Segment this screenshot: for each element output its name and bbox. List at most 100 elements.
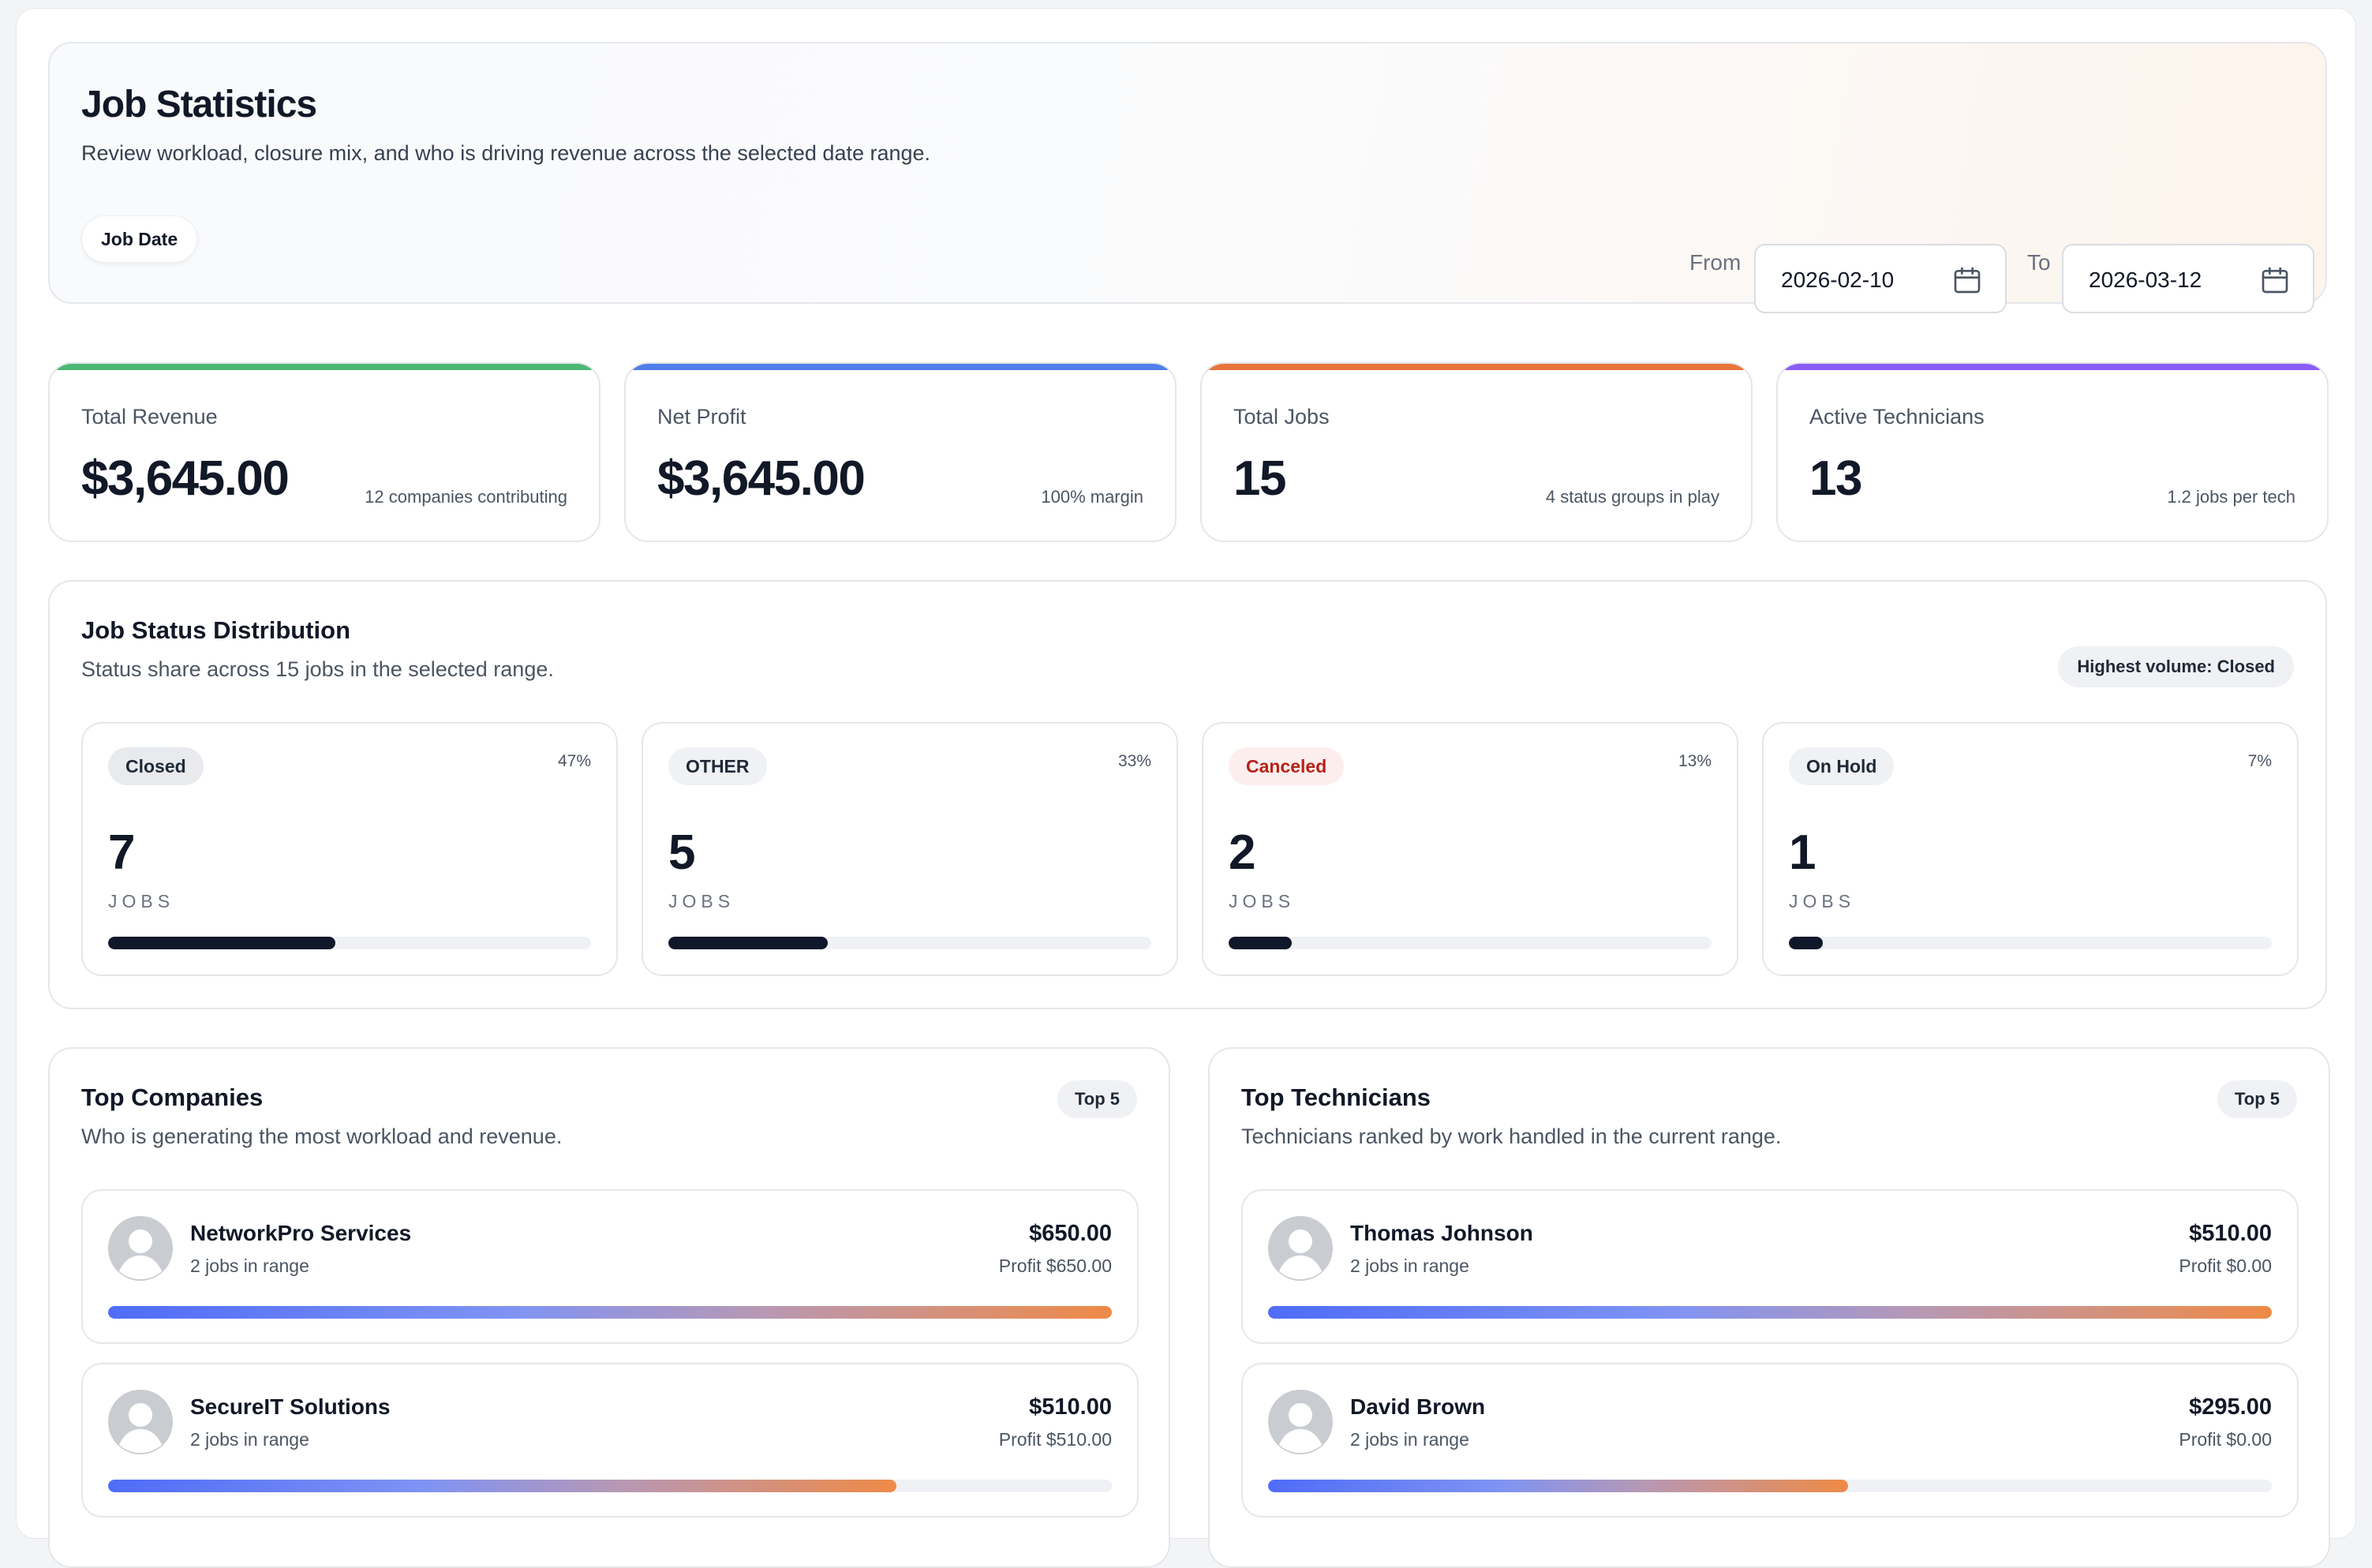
kpi-label: Total Jobs <box>1233 405 1330 428</box>
avatar-placeholder-icon <box>1268 1390 1333 1454</box>
to-date-input[interactable]: 2026-03-12 <box>2062 244 2314 313</box>
avatar-placeholder-icon <box>108 1216 173 1281</box>
jobs-label: JOBS <box>668 891 735 911</box>
kpi-card-active-technicians: Active Technicians 13 1.2 jobs per tech <box>1776 362 2329 542</box>
status-count: 1 <box>1789 825 1816 880</box>
technician-revenue: $295.00 <box>2189 1394 2272 1420</box>
status-tag: OTHER <box>668 747 767 785</box>
company-jobs: 2 jobs in range <box>190 1256 309 1276</box>
status-card-other: OTHER 33% 5 JOBS <box>642 722 1178 976</box>
company-profit: Profit $510.00 <box>998 1429 1112 1450</box>
status-progress-fill <box>668 937 828 949</box>
technician-name: Thomas Johnson <box>1350 1221 1533 1245</box>
company-row[interactable]: NetworkPro Services 2 jobs in range $650… <box>81 1189 1139 1344</box>
kpi-value: $3,645.00 <box>81 451 290 506</box>
status-tag: On Hold <box>1789 747 1895 785</box>
top-5-badge: Top 5 <box>2217 1080 2297 1118</box>
technician-profit: Profit $0.00 <box>2179 1429 2272 1450</box>
calendar-icon[interactable] <box>2259 264 2291 296</box>
status-count: 2 <box>1229 825 1256 880</box>
kpi-accent-bar <box>50 364 599 370</box>
status-progress-fill <box>1789 937 1823 949</box>
revenue-progress-fill <box>108 1306 1112 1319</box>
kpi-value: $3,645.00 <box>657 451 866 506</box>
kpi-accent-bar <box>626 364 1175 370</box>
status-percent: 13% <box>1678 752 1712 770</box>
kpi-card-total-revenue: Total Revenue $3,645.00 12 companies con… <box>48 362 600 542</box>
job-statistics-page: Job Statistics Review workload, closure … <box>16 8 2356 1568</box>
job-date-filter-button[interactable]: Job Date <box>81 215 198 263</box>
to-date-value: 2026-03-12 <box>2089 268 2202 292</box>
kpi-note: 12 companies contributing <box>365 487 567 507</box>
kpi-card-net-profit: Net Profit $3,645.00 100% margin <box>624 362 1177 542</box>
status-card-closed: Closed 47% 7 JOBS <box>81 722 618 976</box>
section-subtitle: Who is generating the most workload and … <box>81 1125 563 1148</box>
technician-row[interactable]: David Brown 2 jobs in range $295.00 Prof… <box>1241 1363 2299 1517</box>
status-progress-fill <box>108 937 335 949</box>
company-revenue: $510.00 <box>1029 1394 1112 1420</box>
kpi-accent-bar <box>1778 364 2327 370</box>
status-count: 7 <box>108 825 136 880</box>
avatar-placeholder-icon <box>1268 1216 1333 1281</box>
company-profit: Profit $650.00 <box>998 1256 1112 1276</box>
section-subtitle: Technicians ranked by work handled in th… <box>1241 1125 1782 1148</box>
kpi-note: 100% margin <box>1041 487 1143 507</box>
company-row[interactable]: SecureIT Solutions 2 jobs in range $510.… <box>81 1363 1139 1517</box>
avatar-placeholder-icon <box>108 1390 173 1454</box>
status-percent: 47% <box>557 752 591 770</box>
technician-row[interactable]: Thomas Johnson 2 jobs in range $510.00 P… <box>1241 1189 2299 1344</box>
kpi-note: 1.2 jobs per tech <box>2167 487 2295 507</box>
company-revenue: $650.00 <box>1029 1221 1112 1246</box>
job-status-distribution-panel: Job Status Distribution Status share acr… <box>48 580 2327 1009</box>
company-jobs: 2 jobs in range <box>190 1429 309 1450</box>
kpi-label: Net Profit <box>657 405 746 428</box>
status-progress-track <box>1229 937 1712 949</box>
job-statistics-header: Job Statistics Review workload, closure … <box>48 42 2327 313</box>
jobs-label: JOBS <box>1229 891 1296 911</box>
page-subtitle: Review workload, closure mix, and who is… <box>81 141 931 165</box>
revenue-progress-fill <box>1268 1306 2272 1319</box>
from-label: From <box>1689 250 1742 275</box>
kpi-label: Active Technicians <box>1809 405 1985 428</box>
status-tag: Canceled <box>1229 747 1345 785</box>
section-title: Top Technicians <box>1241 1083 1431 1111</box>
top-technicians-panel: Top Technicians Technicians ranked by wo… <box>1208 1047 2330 1568</box>
technician-profit: Profit $0.00 <box>2179 1256 2272 1276</box>
status-card-on-hold: On Hold 7% 1 JOBS <box>1762 722 2299 976</box>
status-count: 5 <box>668 825 696 880</box>
section-subtitle: Status share across 15 jobs in the selec… <box>81 657 554 681</box>
technician-revenue: $510.00 <box>2189 1221 2272 1246</box>
from-date-value: 2026-02-10 <box>1781 268 1895 292</box>
kpi-value: 15 <box>1233 451 1286 506</box>
kpi-value: 13 <box>1809 451 1862 506</box>
status-progress-track <box>1789 937 2272 949</box>
revenue-progress-fill <box>108 1480 896 1492</box>
jobs-label: JOBS <box>1789 891 1856 911</box>
top-companies-panel: Top Companies Who is generating the most… <box>48 1047 1170 1568</box>
page-title: Job Statistics <box>81 84 317 125</box>
technician-jobs: 2 jobs in range <box>1350 1256 1469 1276</box>
company-name: SecureIT Solutions <box>190 1394 391 1419</box>
company-name: NetworkPro Services <box>190 1221 412 1245</box>
revenue-progress-fill <box>1268 1480 1849 1492</box>
status-progress-track <box>108 937 591 949</box>
technician-name: David Brown <box>1350 1394 1486 1419</box>
status-progress-fill <box>1229 937 1292 949</box>
highest-volume-badge: Highest volume: Closed <box>2058 646 2294 687</box>
kpi-note: 4 status groups in play <box>1545 487 1719 507</box>
section-title: Top Companies <box>81 1083 264 1111</box>
status-tag: Closed <box>108 747 204 785</box>
kpi-card-total-jobs: Total Jobs 15 4 status groups in play <box>1200 362 1753 542</box>
kpi-label: Total Revenue <box>81 405 218 428</box>
from-date-input[interactable]: 2026-02-10 <box>1754 244 2007 313</box>
to-label: To <box>2027 250 2051 275</box>
revenue-progress-track <box>108 1480 1112 1492</box>
technician-jobs: 2 jobs in range <box>1350 1429 1469 1450</box>
status-card-canceled: Canceled 13% 2 JOBS <box>1202 722 1738 976</box>
kpi-accent-bar <box>1202 364 1751 370</box>
calendar-icon[interactable] <box>1951 264 1983 296</box>
top-5-badge: Top 5 <box>1057 1080 1137 1118</box>
section-title: Job Status Distribution <box>81 616 350 644</box>
revenue-progress-track <box>108 1306 1112 1319</box>
revenue-progress-track <box>1268 1306 2272 1319</box>
